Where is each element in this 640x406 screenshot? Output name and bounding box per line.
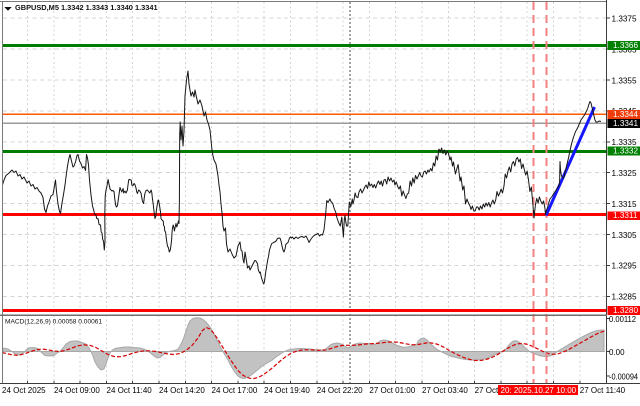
svg-text:24 Oct 19:40: 24 Oct 19:40	[264, 386, 310, 395]
svg-text:24 Oct 22:20: 24 Oct 22:20	[317, 386, 363, 395]
svg-text:1.3375: 1.3375	[612, 15, 637, 24]
svg-text:MACD(12,26,9) 0.00058 0.00061: MACD(12,26,9) 0.00058 0.00061	[5, 319, 102, 326]
svg-text:GBPUSD,M5 1.3342 1.3343 1.334: GBPUSD,M5 1.3342 1.3343 1.3340 1.3341	[15, 3, 158, 12]
svg-text:0.00112: 0.00112	[609, 315, 636, 324]
svg-text:24 Oct 17:00: 24 Oct 17:00	[212, 386, 258, 395]
svg-text:24 Oct 2025: 24 Oct 2025	[2, 386, 46, 395]
svg-text:-0.00094: -0.00094	[609, 372, 638, 381]
svg-text:1.3280: 1.3280	[613, 306, 638, 315]
svg-text:1.3366: 1.3366	[613, 41, 638, 50]
svg-text:1.3341: 1.3341	[613, 119, 638, 128]
svg-text:24 Oct 14:20: 24 Oct 14:20	[159, 386, 205, 395]
svg-text:1.3305: 1.3305	[612, 231, 637, 240]
svg-text:24 Oct 09:00: 24 Oct 09:00	[54, 386, 100, 395]
svg-text:1.3315: 1.3315	[612, 200, 637, 209]
svg-text:24 Oct 11:40: 24 Oct 11:40	[107, 386, 153, 395]
svg-text:27 Oct 01:00: 27 Oct 01:00	[369, 386, 415, 395]
svg-text:1.3325: 1.3325	[612, 169, 637, 178]
svg-text:0.00: 0.00	[609, 348, 625, 357]
svg-text:1.3295: 1.3295	[612, 262, 637, 271]
svg-text:1.3332: 1.3332	[613, 147, 638, 156]
svg-text:27 Oct 03:40: 27 Oct 03:40	[422, 386, 468, 395]
svg-text:27 Oct 11:40: 27 Oct 11:40	[580, 386, 626, 395]
svg-text:1.3355: 1.3355	[612, 76, 637, 85]
svg-text:1.3285: 1.3285	[612, 293, 637, 302]
svg-text:1.3344: 1.3344	[613, 110, 638, 119]
svg-text:1.3311: 1.3311	[613, 211, 638, 220]
svg-text:20: 2025.10.27 10:00: 20: 2025.10.27 10:00	[501, 386, 577, 395]
